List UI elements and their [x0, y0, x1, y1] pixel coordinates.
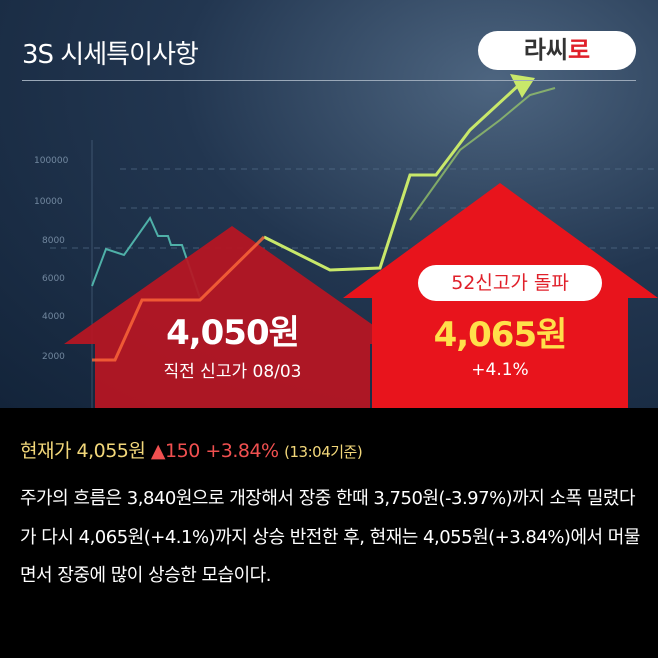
axis-label: 10000 — [34, 197, 63, 207]
title-divider — [22, 80, 636, 81]
current-price: 현재가 4,055원 — [20, 440, 146, 462]
timestamp: (13:04기준) — [284, 443, 363, 461]
summary-text: 주가의 흐름은 3,840원으로 개장해서 장중 한때 3,750원(-3.97… — [20, 488, 640, 586]
previous-high-label: 직전 신고가 08/03 — [163, 362, 302, 382]
axis-label: 2000 — [42, 352, 65, 362]
new-high-price: 4,065원 — [433, 315, 568, 355]
axis-label: 100000 — [34, 156, 69, 166]
axis-label: 8000 — [42, 236, 65, 246]
left-house-shape — [64, 226, 400, 408]
new-high-badge: 52신고가 돌파 — [418, 265, 602, 301]
axis-label: 4000 — [42, 312, 65, 322]
new-high-change: +4.1% — [471, 360, 529, 380]
logo: 라씨로 — [478, 31, 636, 70]
page-title: 3S 시세특이사항 — [22, 40, 199, 70]
current-price-line: 현재가 4,055원 ▲150 +3.84% (13:04기준) — [20, 436, 363, 463]
logo-text-accent: 로 — [568, 36, 591, 64]
previous-high-price: 4,050원 — [166, 313, 300, 353]
axis-label: 6000 — [42, 274, 65, 284]
price-change: ▲150 +3.84% — [150, 440, 279, 462]
logo-text: 라씨 — [523, 36, 569, 64]
hero-banner: 100000 10000 8000 6000 4000 2000 3S 시세특이… — [0, 0, 658, 408]
